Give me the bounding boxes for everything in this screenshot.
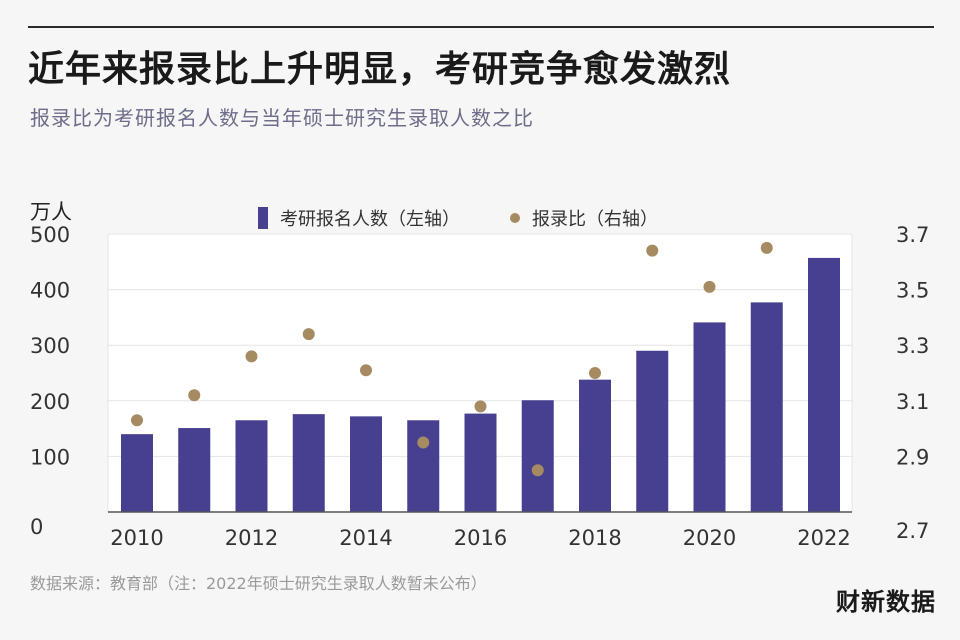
ratio-dot — [302, 328, 315, 341]
x-axis-tick: 2014 — [339, 526, 392, 550]
right-axis-tick: 3.1 — [896, 390, 929, 414]
right-axis-tick: 3.3 — [896, 334, 929, 358]
right-axis-tick: 3.5 — [896, 279, 929, 303]
legend-label-applicants: 考研报名人数（左轴） — [280, 209, 460, 230]
bar — [292, 414, 325, 512]
legend-label-ratio: 报录比（右轴） — [532, 209, 658, 230]
x-axis-tick: 2020 — [683, 526, 736, 550]
left-axis-tick: 300 — [30, 334, 70, 358]
legend: 考研报名人数（左轴） 报录比（右轴） — [258, 204, 658, 232]
bar — [121, 434, 153, 512]
legend-bar-swatch — [258, 207, 268, 229]
x-axis-tick: 2016 — [454, 526, 507, 550]
bar — [407, 420, 440, 512]
brand-logo: 财新数据 — [836, 588, 936, 616]
left-axis-tick: 100 — [30, 445, 70, 469]
legend-dot-swatch — [510, 213, 520, 223]
bar — [579, 379, 611, 512]
bar — [636, 350, 669, 512]
chart-subtitle: 报录比为考研报名人数与当年硕士研究生录取人数之比 — [30, 106, 534, 130]
ratio-dot — [474, 400, 487, 413]
ratio-dot — [646, 244, 659, 257]
chart-title: 近年来报录比上升明显，考研竞争愈发激烈 — [28, 49, 732, 90]
ratio-dot — [245, 350, 258, 363]
bar — [350, 416, 382, 512]
right-axis-tick: 3.7 — [896, 223, 929, 247]
ratio-dot — [417, 436, 430, 449]
source-note: 数据来源：教育部（注：2022年硕士研究生录取人数暂未公布） — [30, 574, 487, 593]
x-axis-tick: 2022 — [797, 526, 850, 550]
left-axis-tick: 0 — [30, 515, 43, 539]
top-rule — [28, 26, 934, 28]
bar — [178, 428, 211, 512]
x-axis-tick: 2018 — [568, 526, 621, 550]
ratio-dot — [760, 241, 773, 254]
ratio-dot — [131, 414, 143, 427]
x-axis-tick: 2012 — [225, 526, 278, 550]
right-axis-tick: 2.7 — [896, 519, 929, 543]
left-axis-tick: 200 — [30, 390, 70, 414]
ratio-dot — [531, 464, 544, 477]
bar — [235, 420, 268, 512]
right-axis-tick: 2.9 — [896, 445, 929, 469]
ratio-dot — [589, 367, 601, 379]
chart-plot: 0 100 200 300 400 500 2.7 2.9 3.1 3.3 3.5 3.7 2010 20… — [30, 223, 929, 550]
ratio-dot — [360, 364, 372, 377]
bar — [750, 302, 783, 512]
left-axis-tick: 500 — [30, 223, 70, 247]
left-axis-tick: 400 — [30, 279, 70, 303]
bar — [521, 400, 554, 512]
ratio-dot — [188, 389, 201, 402]
bar — [693, 322, 726, 512]
bar — [464, 413, 497, 512]
x-axis-tick: 2010 — [110, 526, 163, 550]
ratio-dot — [703, 280, 716, 293]
bar — [808, 257, 840, 512]
left-axis-unit: 万人 — [30, 200, 72, 224]
